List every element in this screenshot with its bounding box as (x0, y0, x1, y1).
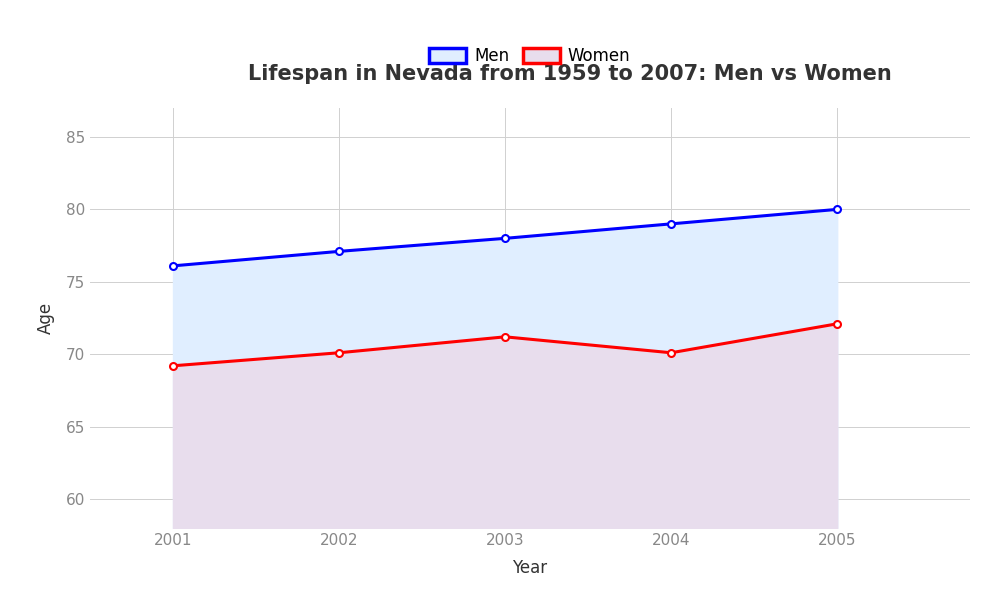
Legend: Men, Women: Men, Women (423, 41, 637, 72)
Y-axis label: Age: Age (37, 302, 55, 334)
X-axis label: Year: Year (512, 559, 548, 577)
Text: Lifespan in Nevada from 1959 to 2007: Men vs Women: Lifespan in Nevada from 1959 to 2007: Me… (248, 64, 892, 84)
